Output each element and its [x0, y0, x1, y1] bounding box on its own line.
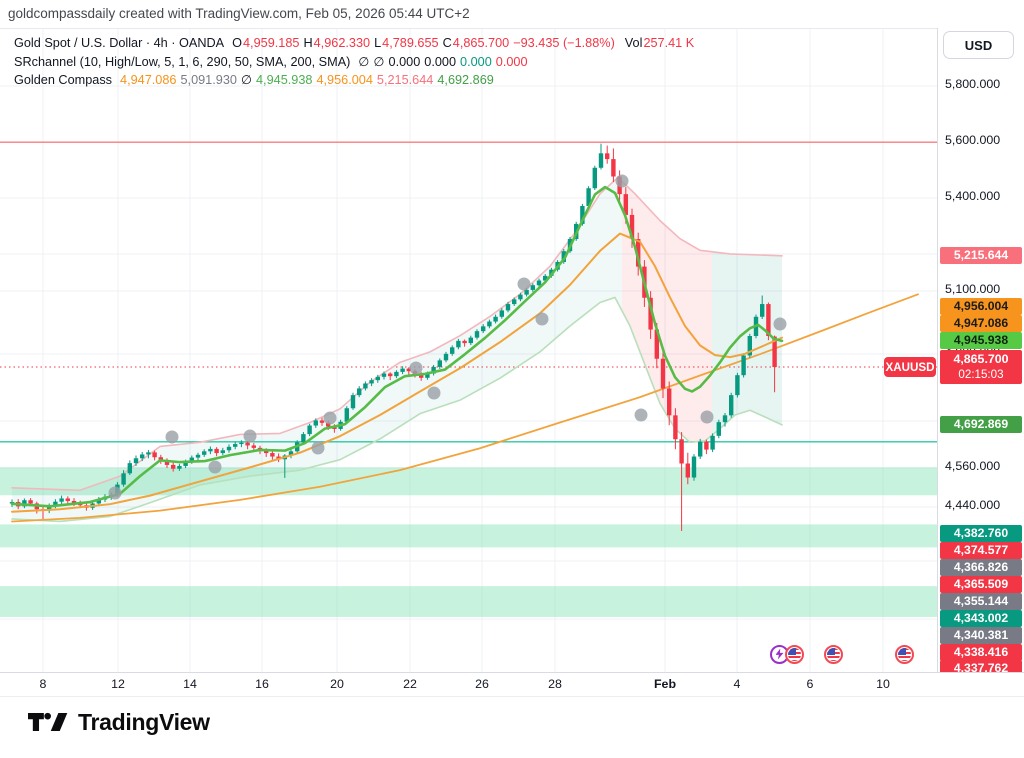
- change-value: −93.435 (−1.88%): [513, 36, 615, 50]
- chart-area[interactable]: Gold Spot / U.S. Dollar · 4h · OANDA O4,9…: [0, 28, 937, 673]
- legend-value: 0.000: [460, 55, 492, 69]
- legend-value: 5,091.930: [180, 73, 237, 87]
- time-tick: 10: [876, 677, 890, 691]
- symbol-title: Gold Spot / U.S. Dollar · 4h · OANDA: [14, 36, 225, 50]
- legend-value: 4,945.938: [256, 73, 313, 87]
- legend-value: ∅: [240, 73, 252, 87]
- price-axis[interactable]: USD 5,800.000 5,600.000 5,400.000 5,100.000…: [937, 28, 1024, 672]
- price-tick: 5,400.000: [945, 189, 1001, 203]
- price-level-badge: 4,355.144: [940, 592, 1022, 610]
- time-tick: 16: [255, 677, 269, 691]
- channel-fill: [622, 181, 712, 443]
- tradingview-logo-text: TradingView: [78, 708, 210, 735]
- price-level-badge: 4,338.416: [940, 643, 1022, 661]
- lower-band-line: [11, 296, 783, 523]
- tradingview-logo[interactable]: TradingView: [28, 708, 210, 736]
- price-tick: 4,560.000: [945, 459, 1001, 473]
- last-price-badge: 4,865.700 02:15:03: [940, 350, 1022, 384]
- time-axis[interactable]: 8 12 14 16 20 22 26 28 Feb 4 6 10: [0, 672, 1024, 697]
- legend-symbol-row[interactable]: Gold Spot / U.S. Dollar · 4h · OANDA O4,9…: [14, 36, 702, 50]
- last-price-value: 4,865.700: [953, 352, 1009, 366]
- time-tick: 6: [806, 677, 814, 691]
- volume-label: Vol: [624, 36, 643, 50]
- support-zone: [0, 524, 937, 548]
- legend-value: 4,947.086: [120, 73, 177, 87]
- economic-event-us-flag-icon[interactable]: [894, 644, 914, 664]
- time-tick: 22: [403, 677, 417, 691]
- support-zone: [0, 586, 937, 617]
- legend-value: 4,692.869: [437, 73, 494, 87]
- symbol-price-flag: XAUUSD: [884, 357, 936, 377]
- watermark-text: goldcompassdaily created with TradingVie…: [8, 6, 470, 21]
- time-tick: 4: [733, 677, 741, 691]
- support-zone: [0, 467, 937, 496]
- grid: [0, 29, 937, 673]
- price-level-badge: 4,382.760: [940, 524, 1022, 542]
- symbol-flag-text: XAUUSD: [885, 360, 935, 374]
- tradingview-logo-icon: [28, 712, 68, 731]
- price-tick: 5,800.000: [945, 77, 1001, 91]
- mid-sma-line: [11, 232, 783, 513]
- legend-value: ∅: [373, 55, 385, 69]
- slow-sma-line: [11, 293, 919, 523]
- currency-toggle-button[interactable]: USD: [943, 31, 1014, 59]
- price-level-badge: 4,365.509: [940, 575, 1022, 593]
- price-tick: 5,600.000: [945, 133, 1001, 147]
- economic-event-us-flag-icon[interactable]: [823, 644, 843, 664]
- volume-value: 257.41 K: [643, 36, 695, 50]
- upper-band-line: [11, 176, 783, 492]
- legend-value: 0.000: [424, 55, 457, 69]
- ohlc-key: C: [442, 36, 452, 50]
- time-tick: 14: [183, 677, 197, 691]
- time-tick: 26: [475, 677, 489, 691]
- price-level-badge: 4,956.004: [940, 297, 1022, 315]
- price-level-badge: 4,692.869: [940, 415, 1022, 433]
- price-level-badge: 4,366.826: [940, 558, 1022, 576]
- legend-value: 5,215.644: [376, 73, 434, 87]
- price-level-badge: 4,374.577: [940, 541, 1022, 559]
- price-level-badge: 4,945.938: [940, 331, 1022, 349]
- ohlc-key: H: [303, 36, 313, 50]
- legend-srchannel-row[interactable]: SRchannel (10, High/Low, 5, 1, 6, 290, 5…: [14, 54, 536, 69]
- time-tick: 12: [111, 677, 125, 691]
- legend-golden-compass-row[interactable]: Golden Compass 4,947.086 5,091.930 ∅ 4,945.9…: [14, 72, 502, 87]
- ohlc-value: 4,865.700: [452, 36, 510, 50]
- fast-ma-line: [10, 185, 784, 508]
- price-level-badge: 4,337.762: [940, 659, 1022, 672]
- bar-countdown: 02:15:03: [958, 368, 1004, 381]
- channel-fill: [712, 251, 782, 436]
- price-level-badge: 4,343.002: [940, 609, 1022, 627]
- legend-value: 0.000: [388, 55, 421, 69]
- economic-event-us-flag-icon[interactable]: [784, 644, 804, 664]
- price-level-badge: 4,947.086: [940, 314, 1022, 332]
- time-tick: 8: [39, 677, 47, 691]
- legend-value: 4,956.004: [316, 73, 373, 87]
- indicator-name-golden-compass: Golden Compass: [14, 73, 113, 87]
- ohlc-value: 4,789.655: [382, 36, 439, 50]
- legend-value: ∅: [358, 55, 370, 69]
- indicator-name-srchannel: SRchannel (10, High/Low, 5, 1, 6, 290, 5…: [14, 55, 351, 69]
- candlesticks: [9, 143, 777, 531]
- price-level-badge: 4,340.381: [940, 626, 1022, 644]
- ohlc-value: 4,959.185: [243, 36, 300, 50]
- price-tick: 4,440.000: [945, 498, 1001, 512]
- price-level-badge: 5,215.644: [940, 246, 1022, 264]
- legend-value: 0.000: [495, 55, 528, 69]
- ohlc-key: L: [374, 36, 382, 50]
- price-tick: 5,100.000: [945, 282, 1001, 296]
- swing-point-markers: [108, 174, 787, 500]
- chart-canvas[interactable]: [0, 1, 937, 673]
- time-tick: 28: [548, 677, 562, 691]
- time-tick: Feb: [653, 677, 677, 691]
- ohlc-value: 4,962.330: [313, 36, 371, 50]
- time-tick: 20: [330, 677, 344, 691]
- ohlc-key: O: [232, 36, 242, 50]
